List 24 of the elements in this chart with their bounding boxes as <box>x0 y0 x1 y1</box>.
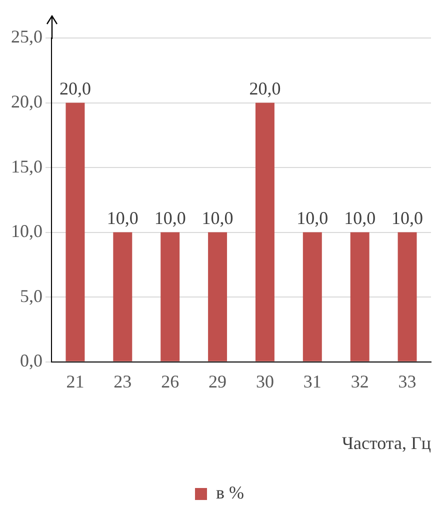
x-axis-title: Частота, Гц <box>342 432 432 453</box>
data-label: 10,0 <box>392 208 424 228</box>
y-tick-label: 20,0 <box>11 91 42 112</box>
data-label: 20,0 <box>59 78 91 98</box>
x-tick-label: 23 <box>114 371 132 392</box>
data-label: 10,0 <box>106 208 138 228</box>
x-tick-label: 33 <box>398 371 416 392</box>
data-label: 10,0 <box>202 208 234 228</box>
data-label: 20,0 <box>249 78 281 98</box>
x-tick-label: 21 <box>66 371 84 392</box>
x-tick-label: 30 <box>256 371 274 392</box>
y-tick-label: 25,0 <box>11 26 42 47</box>
y-tick-label: 0,0 <box>20 350 42 371</box>
x-tick-label: 29 <box>208 371 227 392</box>
y-tick-label: 10,0 <box>11 221 42 242</box>
data-label: 10,0 <box>154 208 186 228</box>
x-tick-label: 26 <box>161 371 180 392</box>
data-label: 10,0 <box>344 208 376 228</box>
x-tick-label: 31 <box>303 371 322 392</box>
x-tick-label: 32 <box>350 371 369 392</box>
y-tick-label: 5,0 <box>20 286 42 306</box>
y-tick-label: 15,0 <box>11 156 42 176</box>
data-label: 10,0 <box>296 208 328 228</box>
legend-label: в % <box>216 482 244 503</box>
